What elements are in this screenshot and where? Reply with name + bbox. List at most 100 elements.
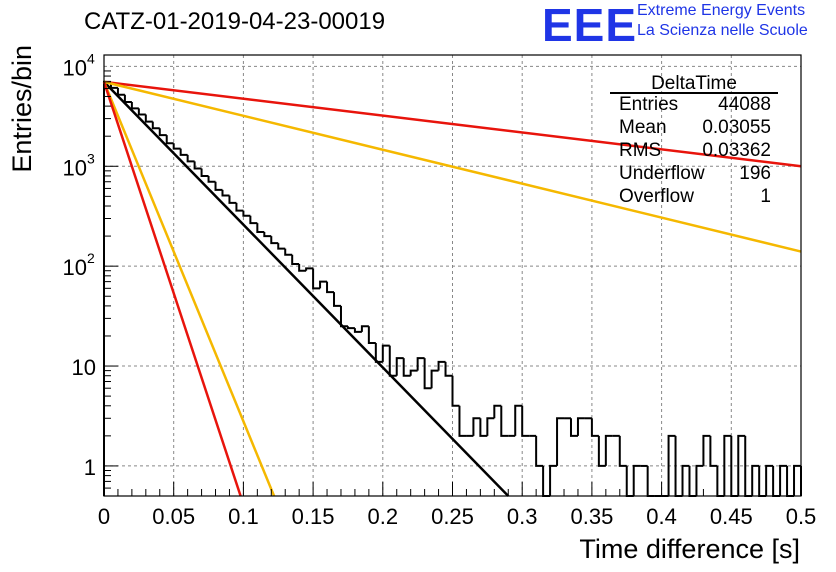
x-tick-label: 0.1: [228, 504, 259, 529]
x-tick-label: 0.4: [646, 504, 677, 529]
histogram-bin: [214, 181, 223, 191]
histogram-bin: [270, 236, 279, 245]
histogram-bin: [249, 215, 258, 225]
stats-label: Entries: [619, 94, 678, 115]
histogram-bin: [765, 464, 774, 496]
histogram-bin: [207, 175, 216, 183]
histogram-bin: [395, 357, 404, 376]
x-tick-label: 0.3: [507, 504, 538, 529]
stats-label: Mean: [619, 117, 667, 138]
stats-value: 0.03055: [702, 117, 771, 138]
histogram-bin: [137, 108, 146, 116]
histogram-bin: [576, 417, 585, 436]
histogram-bin: [486, 417, 495, 436]
histogram-bin: [437, 360, 446, 371]
stats-label: Underflow: [619, 163, 705, 184]
histogram-bin: [535, 435, 544, 467]
stats-value: 196: [739, 163, 771, 184]
fit-curve-0: [103, 80, 510, 497]
histogram-bin: [493, 404, 502, 419]
histogram-bin: [716, 465, 725, 497]
x-tick-label: 0.2: [368, 504, 399, 529]
stats-value: 0.03362: [702, 140, 771, 161]
x-tick-label: 0.5: [786, 504, 817, 529]
y-tick-exponent: 4: [87, 50, 95, 66]
histogram-bin: [200, 168, 209, 177]
stats-label: RMS: [619, 140, 661, 161]
histogram-bin: [556, 417, 565, 466]
logo-line-2: La Scienza nelle Scuole: [637, 22, 808, 39]
histogram-bin: [123, 94, 132, 103]
histogram-bin: [625, 465, 634, 497]
histogram-bin: [430, 369, 439, 389]
fit-curve-1: [103, 80, 802, 168]
fit-curves: [102, 80, 802, 497]
histogram-bin: [172, 143, 181, 150]
histogram-bin: [569, 418, 578, 437]
histogram-bin: [597, 435, 606, 467]
y-tick-exponent: 3: [87, 150, 95, 166]
fit-curve-3: [102, 81, 276, 497]
histogram-bin: [284, 248, 293, 256]
histogram-bin: [256, 223, 265, 233]
histogram-bin: [521, 405, 530, 437]
y-tick-label: 1: [84, 455, 96, 480]
axes: [103, 54, 802, 497]
histogram-bin: [618, 435, 627, 467]
histogram-bin: [472, 417, 481, 436]
histogram-bin: [193, 161, 202, 170]
x-tick-label: 0: [98, 504, 110, 529]
histogram-bin: [479, 418, 488, 437]
histogram-bin: [381, 344, 390, 362]
histogram-bin: [779, 464, 788, 496]
histogram-bin: [409, 369, 418, 376]
histogram-bin: [758, 465, 767, 497]
histogram-bin: [103, 80, 111, 496]
histogram-bin: [458, 405, 467, 437]
histogram-bin: [360, 325, 369, 332]
histogram-bin: [291, 254, 300, 266]
histogram-bin: [423, 358, 432, 390]
histogram-bin: [130, 101, 139, 110]
histogram-bin: [723, 434, 732, 496]
x-tick-label: 0.05: [152, 504, 195, 529]
stats-value: 44088: [718, 94, 771, 115]
histogram-bin: [339, 305, 348, 328]
histogram-bin: [416, 357, 425, 371]
histogram-bin: [451, 375, 460, 407]
histogram-bin: [737, 434, 746, 496]
histogram-bin: [353, 328, 362, 333]
x-tick-label: 0.25: [431, 504, 474, 529]
histogram-bin: [326, 281, 335, 294]
y-tick-exponent: 2: [87, 250, 95, 266]
histogram-bin: [305, 267, 314, 271]
histogram-bin: [263, 231, 272, 238]
histogram-bin: [367, 326, 376, 345]
histogram-bin: [786, 465, 795, 497]
y-axis-label: Entries/bin: [7, 45, 37, 173]
histogram-bin: [374, 343, 383, 363]
y-tick-label: 10: [63, 255, 87, 280]
histogram-bin: [604, 434, 613, 466]
histogram-bin: [402, 358, 411, 377]
histogram-bin: [681, 464, 690, 496]
histogram-bin: [549, 464, 558, 496]
histogram-bin: [151, 121, 160, 130]
fit-curve-4: [102, 81, 242, 497]
logo-line-1: Extreme Energy Events: [637, 2, 806, 19]
y-tick-label: 10: [72, 355, 96, 380]
histogram-bin: [772, 465, 781, 497]
stats-label: Overflow: [619, 186, 694, 207]
histogram-bin: [312, 268, 321, 290]
histogram-bin: [751, 464, 760, 496]
histogram-bin: [298, 264, 307, 272]
chart-title: CATZ-01-2019-04-23-00019: [84, 8, 386, 35]
histogram-bin: [165, 135, 174, 145]
histogram-bin: [228, 195, 237, 204]
x-tick-label: 0.15: [292, 504, 335, 529]
histogram-bin: [444, 361, 453, 377]
y-tick-label: 10: [63, 55, 87, 80]
histogram-bin: [242, 210, 251, 217]
stats-value: 1: [760, 186, 771, 207]
